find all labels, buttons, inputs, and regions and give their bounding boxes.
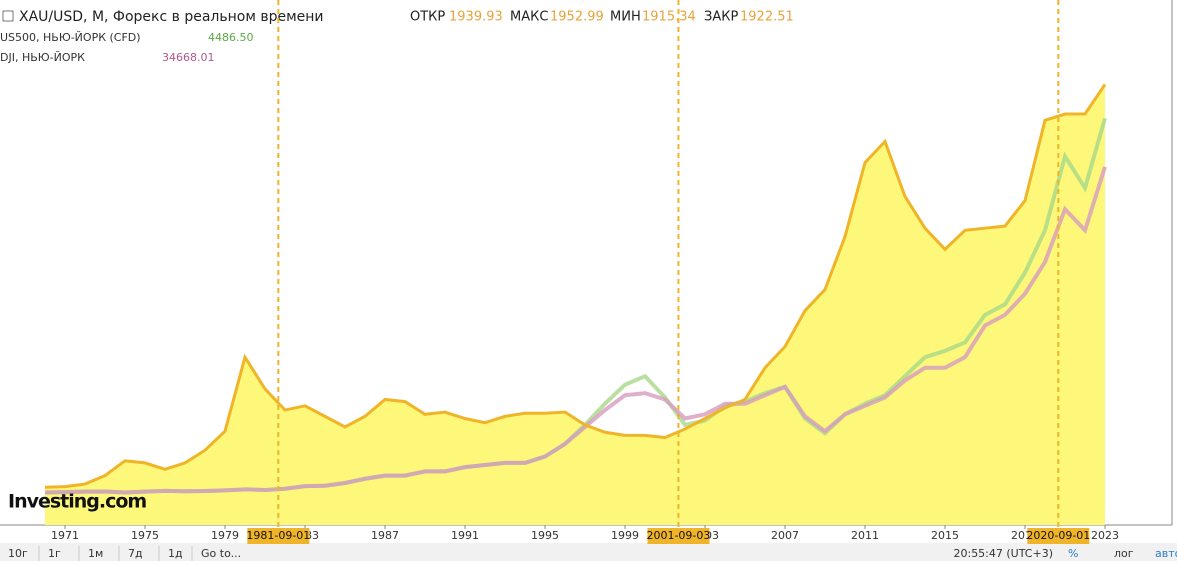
time: 20:55:47 (UTC+3) <box>953 547 1053 560</box>
close-label: ЗАКР <box>704 10 738 25</box>
toolbar-bg <box>0 543 1177 561</box>
x-tick-label: 1975 <box>131 529 159 542</box>
low-value: 1915.34 <box>642 10 696 25</box>
high-label: МАКС <box>510 10 548 25</box>
compare-line <box>44 166 1107 495</box>
open-value: 1939.93 <box>449 10 503 25</box>
percent-toggle[interactable]: % <box>1068 547 1078 560</box>
compare-value: 34668.01 <box>162 51 215 64</box>
price-line <box>44 83 1107 489</box>
range-button[interactable]: 7д <box>128 547 143 560</box>
range-button[interactable]: Go to... <box>201 547 241 560</box>
compare-value: 4486.50 <box>208 31 254 44</box>
marker-label: 2001-09-03 <box>646 529 710 542</box>
area-fill <box>45 84 1105 526</box>
x-tick-label: 2015 <box>931 529 959 542</box>
x-tick-label: 2011 <box>851 529 879 542</box>
title: XAU/USD, М, Форекс в реальном времени <box>19 9 324 25</box>
marker-box <box>247 528 310 544</box>
marker-box <box>647 528 710 544</box>
marker-label: 2020-09-01 <box>1026 529 1090 542</box>
x-tick-label: 1971 <box>51 529 79 542</box>
compare-name: US500, НЬЮ-ЙОРК (CFD) <box>0 31 141 44</box>
x-tick-label: 1979 <box>211 529 239 542</box>
x-tick-label: 1987 <box>371 529 399 542</box>
close-value: 1922.51 <box>740 10 794 25</box>
x-tick-label: 1995 <box>531 529 559 542</box>
x-tick-label: 2007 <box>771 529 799 542</box>
x-tick-label: 2023 <box>1091 529 1119 542</box>
range-button[interactable]: 10г <box>8 547 28 560</box>
range-button[interactable]: 1м <box>88 547 103 560</box>
x-tick-label: 1999 <box>611 529 639 542</box>
logo: Investing.com <box>8 491 146 513</box>
collapse-icon[interactable] <box>2 10 14 22</box>
log-toggle[interactable]: лог <box>1114 547 1134 560</box>
compare-name: DJI, НЬЮ-ЙОРК <box>0 51 85 64</box>
high-value: 1952.99 <box>550 10 604 25</box>
range-button[interactable]: 1г <box>48 547 61 560</box>
x-tick-label: 1991 <box>451 529 479 542</box>
range-button[interactable]: 1д <box>168 547 183 560</box>
low-label: МИН <box>610 10 641 25</box>
auto-toggle[interactable]: авто <box>1155 547 1177 560</box>
marker-box <box>1027 528 1090 544</box>
open-label: ОТКР <box>410 10 445 25</box>
marker-label: 1981-09-01 <box>246 529 310 542</box>
